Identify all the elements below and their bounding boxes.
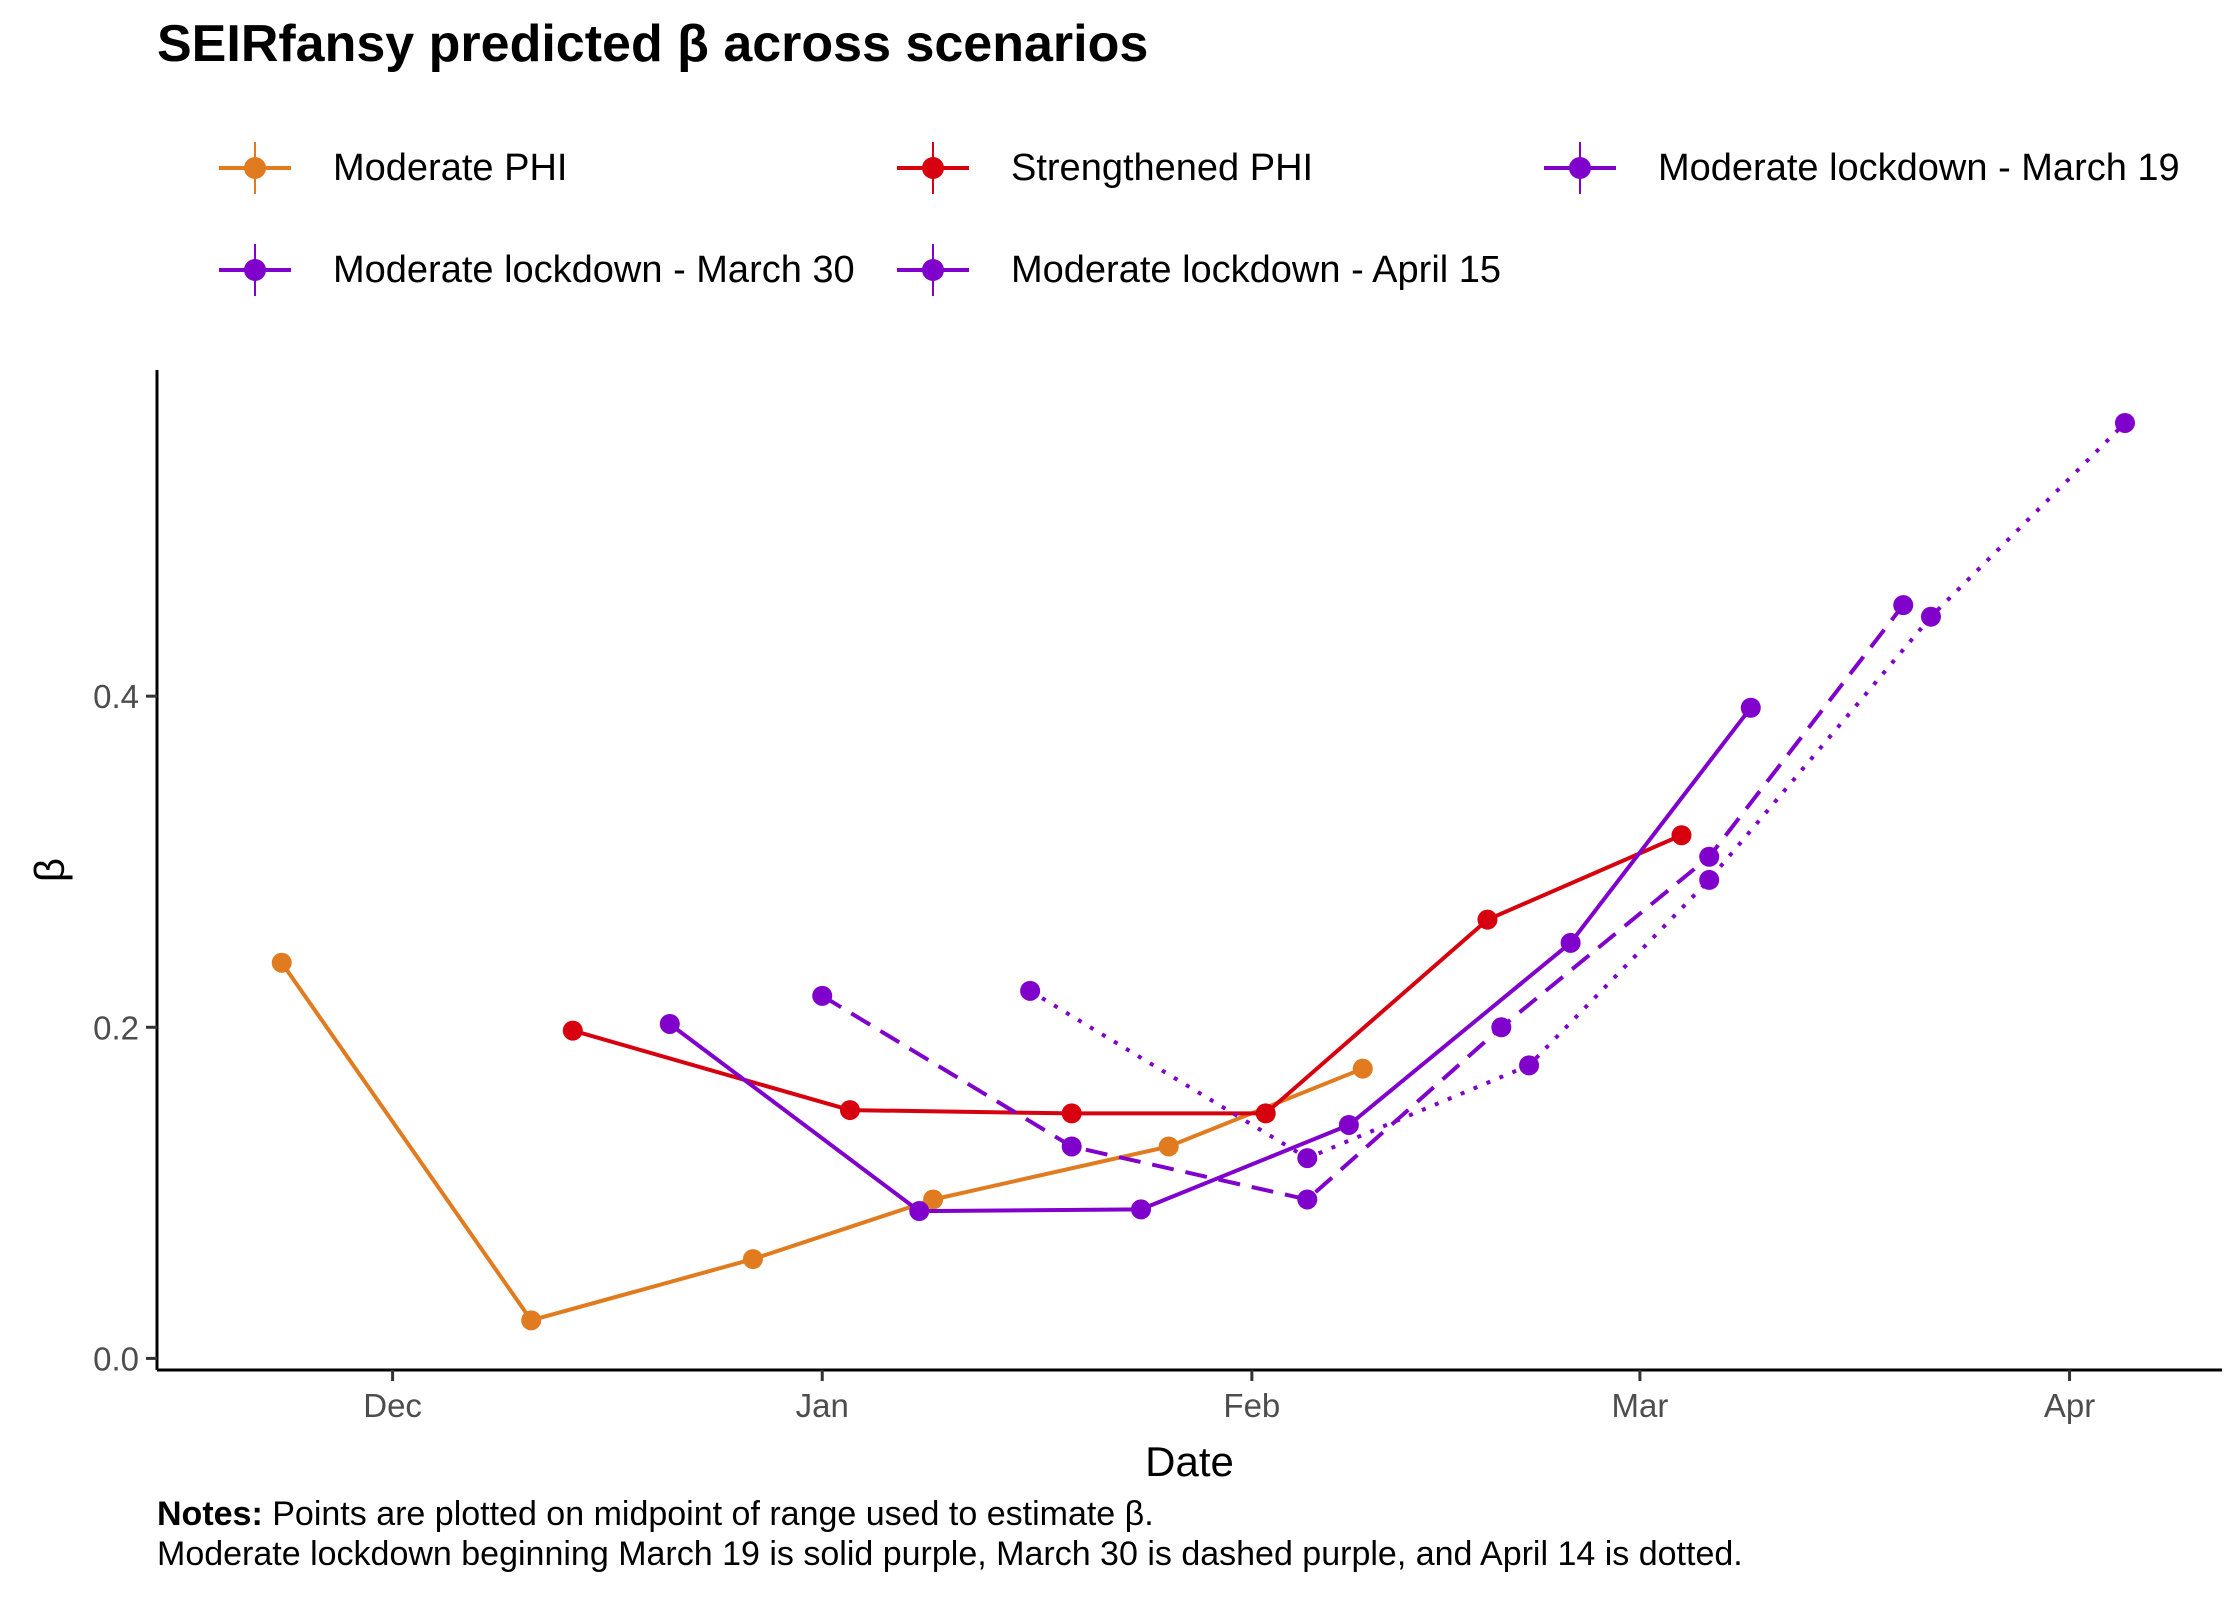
legend-key-point — [244, 157, 266, 179]
data-point — [562, 1020, 583, 1041]
notes: Notes: Points are plotted on midpoint of… — [157, 1494, 1743, 1574]
data-point — [1699, 869, 1720, 890]
legend-item: Moderate lockdown - March 19 — [1544, 138, 2180, 198]
data-point — [812, 985, 833, 1006]
y-axis-title: β — [26, 858, 73, 882]
data-point — [1061, 1136, 1082, 1157]
x-tick-label: Dec — [363, 1387, 422, 1424]
data-point — [1352, 1058, 1373, 1079]
data-point — [659, 1013, 680, 1034]
x-axis-title: Date — [1145, 1438, 1234, 1485]
series-2 — [659, 697, 1761, 1222]
data-point — [1740, 697, 1761, 718]
data-point — [1255, 1103, 1276, 1124]
legend-key — [219, 244, 291, 296]
series-0 — [271, 952, 1373, 1331]
x-tick-label: Jan — [796, 1387, 849, 1424]
legend-label: Moderate lockdown - March 19 — [1658, 146, 2180, 189]
data-point — [1061, 1103, 1082, 1124]
data-point — [1699, 846, 1720, 867]
legend-key-point — [922, 259, 944, 281]
x-tick-label: Apr — [2044, 1387, 2095, 1424]
data-point — [923, 1189, 944, 1210]
data-point — [1893, 595, 1914, 616]
data-point — [1020, 980, 1041, 1001]
data-point — [2114, 412, 2135, 433]
notes-line-1: Notes: Points are plotted on midpoint of… — [157, 1494, 1743, 1534]
legend-item: Moderate PHI — [219, 138, 567, 198]
notes-line-2: Moderate lockdown beginning March 19 is … — [157, 1535, 1743, 1573]
legend-item: Moderate lockdown - March 30 — [219, 240, 855, 300]
series-line — [821, 603, 1905, 1202]
series-1 — [562, 825, 1692, 1124]
legend-key-point — [1569, 157, 1591, 179]
series-line — [572, 833, 1683, 1116]
x-tick-label: Mar — [1611, 1387, 1668, 1424]
series-3 — [812, 595, 1914, 1210]
legend-label: Moderate PHI — [333, 146, 568, 189]
y-tick-label: 0.4 — [93, 678, 139, 715]
data-point — [1519, 1055, 1540, 1076]
data-point — [839, 1100, 860, 1121]
notes-text-1: Points are plotted on midpoint of range … — [272, 1495, 1154, 1533]
legend-item: Strengthened PHI — [897, 138, 1313, 198]
legend-key — [897, 244, 969, 296]
chart-title: SEIRfansy predicted β across scenarios — [157, 15, 1149, 73]
data-point — [1491, 1017, 1512, 1038]
series-4 — [1020, 412, 2135, 1169]
legend-key — [1544, 142, 1616, 194]
data-point — [742, 1249, 763, 1270]
legend-key-point — [244, 259, 266, 281]
y-tick-label: 0.0 — [93, 1340, 139, 1377]
legend-item: Moderate lockdown - April 15 — [897, 240, 1501, 300]
legend-key — [897, 142, 969, 194]
data-point — [1297, 1189, 1318, 1210]
series-line — [1029, 421, 2127, 1161]
data-point — [1338, 1114, 1359, 1135]
data-point — [1477, 909, 1498, 930]
data-point — [521, 1310, 542, 1331]
notes-heading: Notes: — [157, 1495, 263, 1533]
series-line — [668, 706, 1753, 1214]
x-tick-label: Feb — [1223, 1387, 1280, 1424]
legend-key-point — [922, 157, 944, 179]
legend-key — [219, 142, 291, 194]
y-tick-label: 0.2 — [93, 1009, 139, 1046]
legend-label: Moderate lockdown - March 30 — [333, 248, 855, 291]
data-point — [1158, 1136, 1179, 1157]
series-line — [280, 961, 1364, 1323]
data-point — [1671, 825, 1692, 846]
legend-label: Moderate lockdown - April 15 — [1011, 248, 1502, 291]
data-point — [1130, 1199, 1151, 1220]
data-point — [909, 1201, 930, 1222]
data-point — [1297, 1148, 1318, 1169]
data-point — [1920, 606, 1941, 627]
data-point — [1560, 932, 1581, 953]
legend-label: Strengthened PHI — [1011, 146, 1314, 189]
data-point — [271, 952, 292, 973]
